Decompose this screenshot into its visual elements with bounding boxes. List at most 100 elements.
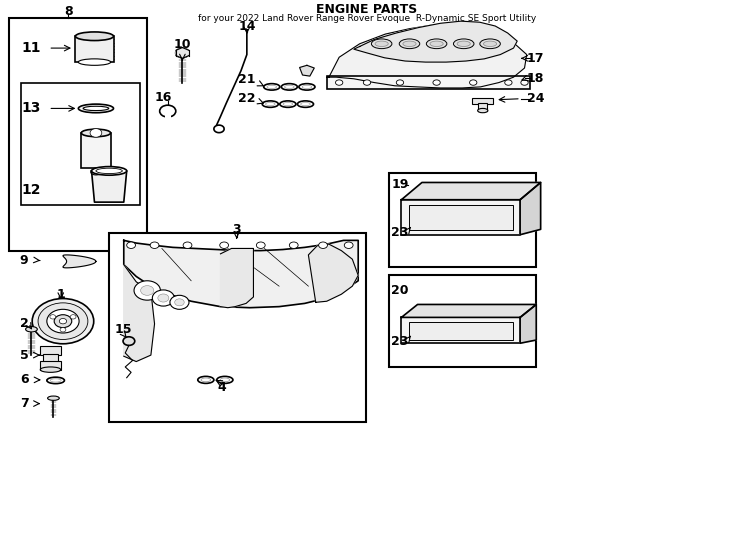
- Ellipse shape: [301, 103, 310, 106]
- Circle shape: [256, 242, 265, 248]
- Text: 7: 7: [20, 397, 29, 410]
- Text: 6: 6: [20, 373, 29, 387]
- Bar: [473, 98, 493, 104]
- Text: 2: 2: [20, 318, 29, 330]
- Ellipse shape: [50, 379, 61, 382]
- Ellipse shape: [264, 84, 280, 90]
- Text: 5: 5: [20, 349, 29, 362]
- Ellipse shape: [371, 39, 392, 49]
- Text: 20: 20: [391, 284, 409, 297]
- Ellipse shape: [430, 41, 443, 46]
- Circle shape: [521, 80, 528, 85]
- Text: 10: 10: [174, 38, 191, 51]
- Ellipse shape: [175, 48, 189, 58]
- Ellipse shape: [478, 109, 488, 113]
- Bar: [40, 361, 61, 370]
- Bar: [389, 173, 536, 267]
- Text: 14: 14: [238, 20, 255, 33]
- Text: 19: 19: [391, 178, 409, 191]
- Ellipse shape: [81, 129, 111, 137]
- Text: 3: 3: [232, 222, 241, 235]
- Bar: [10, 18, 148, 251]
- Ellipse shape: [217, 376, 233, 383]
- Text: 15: 15: [115, 323, 133, 336]
- Circle shape: [70, 315, 76, 319]
- Ellipse shape: [262, 101, 278, 107]
- Text: 16: 16: [155, 91, 172, 104]
- Text: ENGINE PARTS: ENGINE PARTS: [316, 3, 418, 16]
- Circle shape: [150, 242, 159, 248]
- Polygon shape: [354, 21, 517, 62]
- Polygon shape: [92, 171, 127, 202]
- Ellipse shape: [96, 168, 123, 173]
- Bar: [409, 322, 513, 340]
- Ellipse shape: [267, 85, 277, 89]
- Bar: [43, 354, 58, 362]
- Ellipse shape: [281, 84, 297, 90]
- Ellipse shape: [302, 85, 312, 89]
- Polygon shape: [520, 305, 537, 343]
- Polygon shape: [124, 265, 155, 362]
- Circle shape: [38, 303, 88, 340]
- Bar: [21, 83, 140, 205]
- Bar: [401, 318, 520, 343]
- Ellipse shape: [92, 166, 127, 175]
- Ellipse shape: [484, 41, 497, 46]
- Text: 11: 11: [22, 41, 41, 55]
- Ellipse shape: [375, 41, 388, 46]
- Ellipse shape: [297, 101, 313, 107]
- Bar: [401, 200, 520, 235]
- Polygon shape: [401, 305, 537, 318]
- Circle shape: [183, 242, 192, 248]
- Circle shape: [363, 80, 371, 85]
- Ellipse shape: [47, 377, 65, 383]
- Ellipse shape: [220, 378, 230, 382]
- Circle shape: [158, 294, 169, 302]
- Ellipse shape: [48, 396, 59, 400]
- Ellipse shape: [426, 39, 447, 49]
- Circle shape: [60, 328, 66, 332]
- Circle shape: [289, 242, 298, 248]
- Ellipse shape: [76, 32, 114, 40]
- Bar: [479, 103, 487, 111]
- Bar: [327, 76, 531, 89]
- Ellipse shape: [299, 84, 315, 90]
- Text: for your 2022 Land Rover Range Rover Evoque  R-Dynamic SE Sport Utility: for your 2022 Land Rover Range Rover Evo…: [198, 14, 536, 23]
- Polygon shape: [299, 65, 314, 76]
- Circle shape: [127, 242, 136, 248]
- Circle shape: [396, 80, 404, 85]
- Circle shape: [175, 299, 184, 306]
- Ellipse shape: [266, 103, 275, 106]
- Ellipse shape: [285, 85, 294, 89]
- Polygon shape: [124, 240, 358, 308]
- Circle shape: [319, 242, 327, 248]
- Text: 1: 1: [57, 288, 65, 301]
- Text: 12: 12: [22, 183, 41, 197]
- Text: 23: 23: [391, 226, 409, 239]
- Text: 8: 8: [64, 5, 73, 18]
- Bar: [40, 347, 61, 355]
- Text: 4: 4: [217, 381, 226, 394]
- Circle shape: [141, 286, 154, 295]
- Circle shape: [50, 315, 56, 319]
- Circle shape: [170, 295, 189, 309]
- Polygon shape: [520, 183, 541, 235]
- Polygon shape: [63, 255, 96, 268]
- Circle shape: [54, 315, 72, 328]
- Circle shape: [335, 80, 343, 85]
- Polygon shape: [327, 24, 527, 88]
- Circle shape: [47, 309, 79, 333]
- Ellipse shape: [79, 59, 111, 65]
- Circle shape: [219, 242, 228, 248]
- Polygon shape: [401, 183, 541, 200]
- Ellipse shape: [79, 104, 114, 113]
- Circle shape: [90, 129, 102, 137]
- Ellipse shape: [26, 327, 37, 332]
- Bar: [109, 233, 366, 422]
- Circle shape: [470, 80, 477, 85]
- Bar: [409, 205, 513, 231]
- Text: 21: 21: [238, 73, 255, 86]
- Ellipse shape: [283, 103, 293, 106]
- Circle shape: [344, 242, 353, 248]
- Circle shape: [153, 290, 174, 306]
